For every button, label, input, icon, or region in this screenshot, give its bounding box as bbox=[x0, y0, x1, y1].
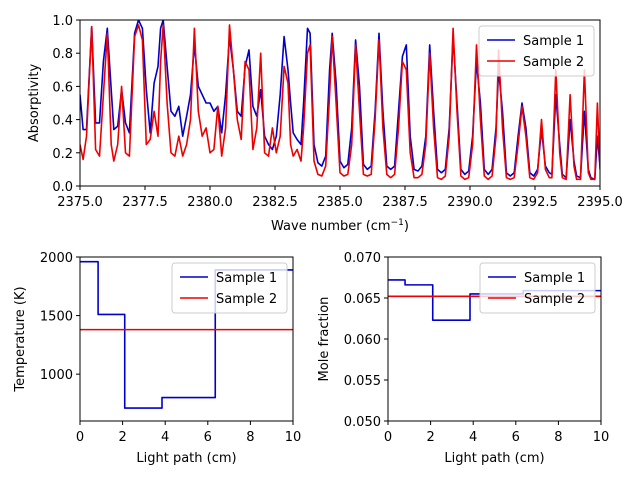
axes-frame bbox=[79, 256, 294, 422]
x-tick-label: 2375.0 bbox=[57, 195, 103, 210]
y-tick-label: 0.6 bbox=[52, 80, 73, 95]
x-tick-label: 2390.0 bbox=[447, 195, 493, 210]
legend: Sample 1 Sample 2 bbox=[478, 25, 595, 77]
x-tick-label: 2380.0 bbox=[187, 195, 233, 210]
legend: Sample 1 Sample 2 bbox=[171, 262, 288, 314]
x-tick-label: 2385.0 bbox=[317, 195, 363, 210]
y-axis-label: Mole fraction bbox=[317, 297, 332, 382]
chart-panel-1: 2375.0 2377.5 2380.0 2382.5 2385.0 2387.5 2390… bbox=[27, 14, 623, 234]
y-tick-label: 0.055 bbox=[344, 374, 381, 389]
y-tick-label: 0.065 bbox=[344, 292, 381, 307]
series-line-1 bbox=[80, 260, 293, 409]
x-tick-label: 4 bbox=[161, 430, 169, 445]
y-tick-label: 0.0 bbox=[52, 180, 73, 195]
legend-box bbox=[479, 262, 596, 314]
legend-entry: Sample 2 bbox=[523, 55, 584, 70]
x-tick-label: 4 bbox=[469, 430, 477, 445]
x-tick-label: 6 bbox=[512, 430, 520, 445]
y-tick-label: 0.060 bbox=[344, 333, 381, 348]
y-tick-label: 0.8 bbox=[52, 47, 73, 62]
y-tick-label: 0.050 bbox=[344, 415, 381, 430]
x-tick-label: 2377.5 bbox=[122, 195, 168, 210]
legend-entry: Sample 1 bbox=[216, 271, 277, 286]
x-tick-label: 2395.0 bbox=[577, 195, 623, 210]
series-line-2 bbox=[80, 24, 600, 181]
x-axis-label: Light path (cm) bbox=[444, 451, 544, 466]
y-tick-label: 0.4 bbox=[52, 114, 73, 129]
chart-panel-2: 0 2 4 6 8 10 1000 1500 2000 Light path (cm) Temper… bbox=[13, 251, 301, 466]
y-tick-label: 1000 bbox=[40, 368, 73, 383]
y-axis-label: Absorptivity bbox=[27, 64, 42, 143]
x-tick-label: 2392.5 bbox=[512, 195, 558, 210]
y-tick-label: 0.2 bbox=[52, 147, 73, 162]
legend-box bbox=[478, 25, 595, 77]
y-tick-label: 0.070 bbox=[344, 251, 381, 266]
x-tick-label: 2387.5 bbox=[382, 195, 428, 210]
legend: Sample 1 Sample 2 bbox=[479, 262, 596, 314]
legend-entry: Sample 1 bbox=[524, 271, 585, 286]
x-axis-label: Light path (cm) bbox=[136, 451, 236, 466]
legend-entry: Sample 1 bbox=[523, 34, 584, 49]
y-tick-label: 1500 bbox=[40, 310, 73, 325]
x-tick-label: 8 bbox=[554, 430, 562, 445]
y-tick-label: 2000 bbox=[40, 251, 73, 266]
y-axis-label: Temperature (K) bbox=[13, 286, 28, 392]
x-axis-label: Wave number (cm−1) bbox=[271, 218, 409, 234]
x-tick-label: 8 bbox=[246, 430, 254, 445]
legend-entry: Sample 2 bbox=[216, 292, 277, 307]
x-tick-label: 10 bbox=[593, 430, 610, 445]
x-tick-label: 2 bbox=[426, 430, 434, 445]
legend-entry: Sample 2 bbox=[524, 292, 585, 307]
x-tick-label: 2382.5 bbox=[252, 195, 298, 210]
x-tick-label: 2 bbox=[118, 430, 126, 445]
x-tick-label: 10 bbox=[285, 430, 302, 445]
x-tick-label: 0 bbox=[76, 430, 84, 445]
legend-box bbox=[171, 262, 288, 314]
chart-panel-3: 0 2 4 6 8 10 0.050 0.055 0.060 0.065 0.070 Light pa… bbox=[317, 251, 609, 466]
x-tick-label: 0 bbox=[384, 430, 392, 445]
x-tick-label: 6 bbox=[204, 430, 212, 445]
y-tick-label: 1.0 bbox=[52, 14, 73, 29]
